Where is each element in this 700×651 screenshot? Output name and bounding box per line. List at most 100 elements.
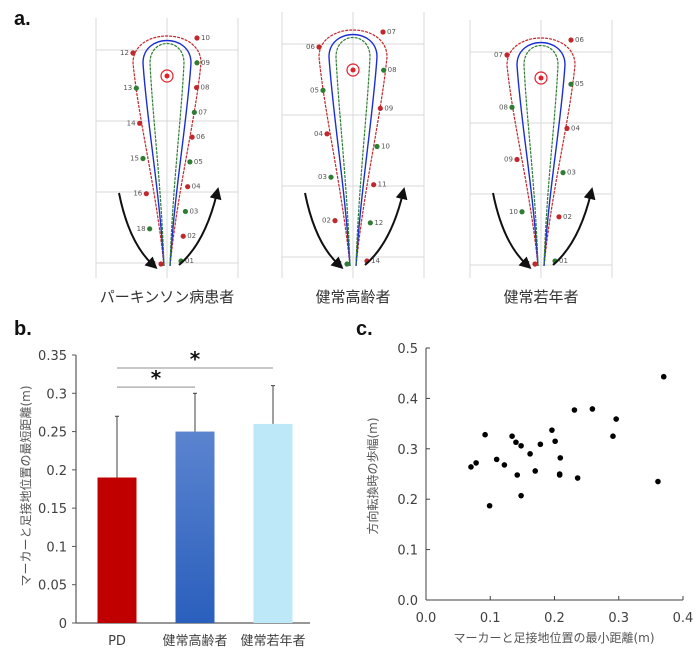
step-label: 10 bbox=[509, 208, 518, 216]
panel-label-b: b. bbox=[14, 318, 32, 340]
target-marker-icon bbox=[538, 75, 544, 81]
step-label: 07 bbox=[494, 51, 503, 59]
step-label: 04 bbox=[571, 124, 580, 132]
scatter-point bbox=[574, 475, 581, 481]
x-tick-label: 0.1 bbox=[480, 611, 501, 626]
step-label: 01 bbox=[559, 257, 568, 265]
footstep-marker bbox=[140, 155, 146, 162]
panel-label-a: a. bbox=[14, 8, 31, 30]
footstep-marker bbox=[133, 85, 139, 91]
step-label: 15 bbox=[130, 155, 139, 163]
turn-arrow-icon bbox=[364, 187, 408, 266]
trajectory-red bbox=[506, 37, 576, 267]
footstep-marker bbox=[158, 261, 164, 267]
y-tick-label: 0.0 bbox=[397, 594, 418, 609]
points bbox=[468, 373, 667, 509]
step-label: 13 bbox=[123, 84, 132, 92]
footstep-marker bbox=[556, 214, 562, 220]
trajectory-green bbox=[149, 42, 185, 267]
error-bars bbox=[115, 385, 275, 478]
turn-arrow-icon bbox=[304, 192, 344, 270]
footstep-marker bbox=[182, 208, 189, 215]
footstep-marker bbox=[532, 261, 538, 267]
track-caption: パーキンソン病患者 bbox=[100, 288, 235, 306]
scatter-point bbox=[501, 462, 508, 468]
scatter-point bbox=[468, 464, 474, 470]
x-ticks: 0.0 0.1 0.2 0.3 0.4 bbox=[416, 596, 693, 626]
axes bbox=[425, 348, 683, 601]
step-label: 09 bbox=[384, 104, 393, 112]
footstep-marker bbox=[328, 174, 334, 180]
y-tick-label: 0.15 bbox=[38, 502, 67, 517]
step-label: 05 bbox=[194, 158, 203, 166]
scatter-point bbox=[552, 438, 558, 445]
y-tick-label: 0.1 bbox=[397, 544, 418, 559]
trajectory-green bbox=[523, 44, 559, 267]
footstep-marker bbox=[147, 226, 153, 232]
footstep-marker bbox=[194, 60, 200, 66]
target-marker-icon bbox=[534, 71, 548, 85]
footstep-marker bbox=[374, 143, 380, 150]
trajectory-plot: 1009080706050403020112131415161821パーキンソン… bbox=[95, 18, 239, 306]
footstep-marker bbox=[332, 218, 338, 224]
step-label: 12 bbox=[374, 219, 383, 227]
scatter-point bbox=[537, 441, 544, 448]
step-label: 08 bbox=[388, 66, 397, 74]
scatter-point bbox=[556, 472, 563, 478]
trajectory-panel: 1009080706050403020112131415161821パーキンソン… bbox=[95, 12, 613, 306]
y-tick-label: 0.35 bbox=[38, 349, 67, 364]
scatter-point bbox=[613, 416, 619, 422]
footstep-marker bbox=[130, 50, 136, 56]
scatter-point bbox=[509, 433, 515, 439]
footstep-marker bbox=[191, 109, 197, 115]
step-label: 06 bbox=[196, 133, 205, 141]
turn-arrow-icon bbox=[552, 187, 596, 266]
footstep-marker bbox=[504, 52, 510, 58]
step-label: 08 bbox=[201, 84, 210, 92]
footstep-marker bbox=[193, 84, 200, 91]
trajectory-blue bbox=[516, 41, 566, 267]
footstep-marker bbox=[509, 104, 515, 110]
x-ticks: PD 健常高齢者 健常若年者 bbox=[108, 633, 305, 649]
y-tick-label: 0.3 bbox=[397, 443, 418, 458]
step-label: 16 bbox=[133, 190, 142, 198]
footstep-marker bbox=[560, 170, 566, 176]
footstep-marker bbox=[381, 67, 387, 73]
step-label: 10 bbox=[381, 143, 390, 151]
bar-chart: マーカーと足接地位置の最短距離(m) 0 0.05 0.1 0.15 0.2 0.25 0.… bbox=[18, 347, 310, 649]
footstep-marker bbox=[564, 125, 570, 131]
step-label: 02 bbox=[563, 213, 572, 221]
y-tick-label: 0.3 bbox=[46, 387, 67, 402]
scatter-point bbox=[549, 427, 555, 433]
footstep-marker bbox=[519, 209, 525, 215]
y-tick-label: 0.2 bbox=[46, 464, 67, 479]
footstep-marker bbox=[324, 131, 330, 137]
significance-star: * bbox=[190, 347, 201, 371]
scatter-point bbox=[493, 456, 500, 463]
target-marker-icon bbox=[350, 67, 356, 73]
footstep-marker bbox=[377, 105, 383, 111]
step-label: 06 bbox=[306, 43, 315, 51]
footstep-marker bbox=[316, 44, 322, 50]
step-label: 04 bbox=[314, 130, 323, 138]
scatter-point bbox=[557, 455, 564, 461]
target-marker-icon bbox=[160, 69, 174, 83]
scatter-point bbox=[518, 442, 524, 449]
x-tick-label: 0.2 bbox=[544, 611, 565, 626]
x-axis-label: マーカーと足接地位置の最小距離(m) bbox=[453, 630, 654, 645]
step-label: 06 bbox=[575, 36, 584, 44]
bar bbox=[175, 431, 215, 623]
target-marker-icon bbox=[346, 63, 360, 77]
footstep-marker bbox=[568, 37, 574, 43]
trajectory-blue bbox=[328, 33, 378, 267]
y-axis-label: 方向転換時の歩幅(m) bbox=[365, 417, 380, 534]
trajectory-green bbox=[335, 36, 371, 267]
step-label: 18 bbox=[137, 225, 146, 233]
x-tick-label: 健常若年者 bbox=[240, 633, 305, 649]
significance-brackets: ** bbox=[117, 347, 273, 390]
scatter-chart: 方向転換時の歩幅(m) マーカーと足接地位置の最小距離(m) 0.0 0.1 0.2… bbox=[365, 342, 693, 645]
footstep-marker bbox=[514, 156, 520, 163]
significance-star: * bbox=[151, 366, 162, 390]
